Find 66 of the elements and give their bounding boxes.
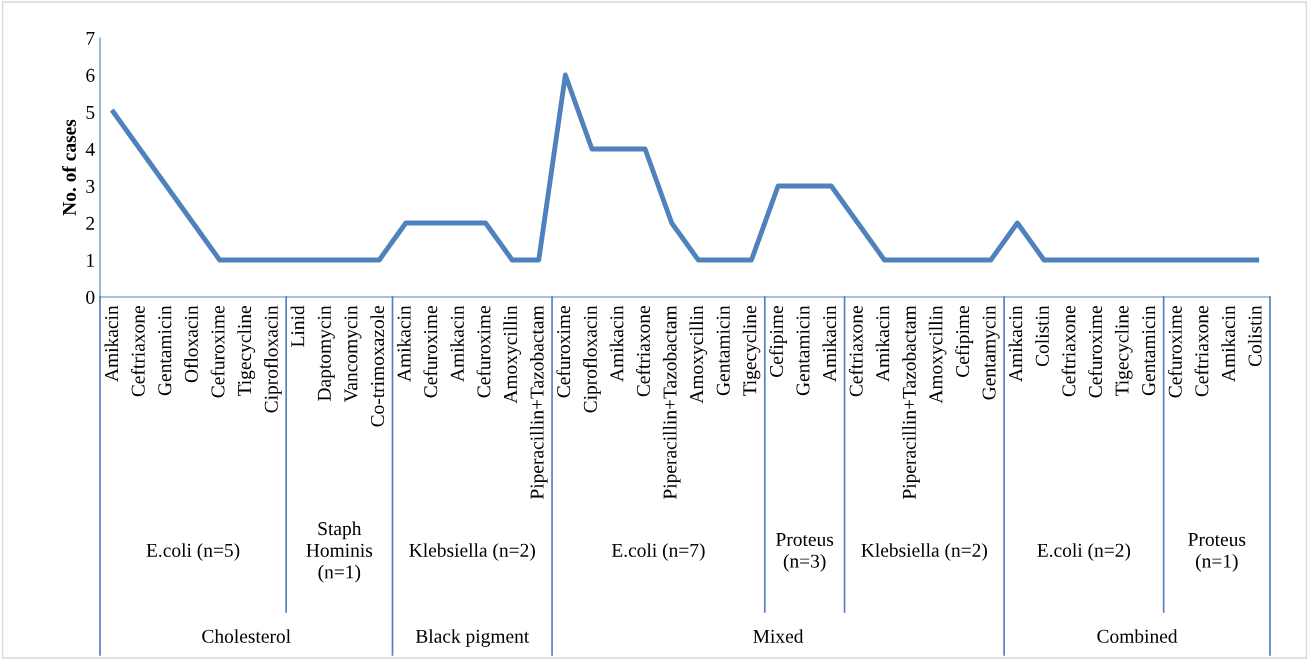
x-tick-label: Gentamicin [158, 305, 172, 396]
x-tick-label: Piperacillin+Tazobactam [902, 305, 920, 500]
x-tick-label: Cefuroxime [210, 306, 225, 398]
x-tick-label: Linid [290, 305, 305, 347]
text: Proteus (n=1) [1188, 533, 1246, 572]
x-tick-label: Gentamicin [1142, 305, 1156, 396]
x-tick-label: Piperacillin+Tazobactam [662, 305, 681, 500]
text: E.coli (n=5) [146, 543, 240, 561]
text: Black pigment [415, 629, 530, 647]
text: Klebsiella (n=2) [409, 543, 535, 561]
y-tick-label: 3 [86, 179, 95, 193]
text: Staph Hominis (n=1) [306, 521, 373, 583]
x-tick-label: Colistin [1247, 305, 1262, 367]
x-tick-label: Amikacin [875, 305, 890, 382]
x-tick-label: Amikacin [1008, 305, 1023, 382]
y-tick-label: 2 [86, 216, 95, 230]
x-tick-label: Amikacin [396, 305, 411, 382]
x-tick-label: Gentamicin [796, 305, 810, 396]
y-tick-label: 0 [86, 290, 95, 304]
x-tick-label: Ceftriaxone [848, 306, 863, 397]
text: E.coli (n=2) [1037, 543, 1131, 561]
x-tick-label: Amikacin [822, 305, 837, 382]
x-tick-label: Amikacin [104, 305, 119, 382]
x-tick-label: Amikacin [1221, 305, 1235, 382]
x-tick-label: Gentamicin [716, 305, 730, 396]
x-tick-label: Amikacin [450, 305, 464, 382]
text: E.coli (n=7) [611, 543, 705, 561]
x-tick-label: Amoxycillin [928, 305, 947, 404]
x-tick-label: Ceftriaxone [636, 306, 650, 397]
y-tick-label: 6 [86, 68, 95, 82]
text: Proteus (n=3) [776, 533, 834, 572]
x-tick-label: Cefuroxime [556, 306, 571, 398]
x-tick-label: Ceftriaxone [130, 306, 145, 397]
x-tick-label: Cefuroxime [423, 306, 438, 398]
x-tick-label: Amoxycillin [689, 305, 708, 404]
x-tick-label: Colistin [1035, 305, 1049, 367]
x-tick-label: Amoxycillin [503, 305, 521, 404]
x-tick-label: Ofloxacin [184, 305, 198, 383]
x-tick-label: Tigecycline [742, 306, 761, 397]
y-tick-label: 4 [85, 142, 95, 156]
x-tick-label: Ceftriaxone [1061, 306, 1076, 397]
y-axis-title: No. of cases [62, 119, 76, 216]
x-tick-label: Ciprofloxacin [583, 305, 601, 413]
x-tick-label: Cefuroxime [1167, 306, 1182, 398]
x-tick-label: Tigecycline [237, 306, 256, 397]
x-tick-label: Tigecycline [1114, 306, 1133, 397]
text: Klebsiella (n=2) [861, 543, 987, 561]
x-tick-label: Gentamycin [982, 305, 1000, 400]
x-tick-label: Cefuroxime [476, 306, 491, 398]
line-series [110, 72, 1260, 263]
x-tick-label: Daptomycin [317, 305, 335, 401]
x-tick-label: Ceftriaxone [1194, 306, 1209, 397]
y-tick-label: 5 [86, 106, 95, 119]
x-tick-label: Piperacillin+Tazobactam [529, 305, 548, 500]
text: Combined [1097, 629, 1178, 643]
x-tick-label: Amikacin [609, 305, 624, 382]
x-tick-label: Ciprofloxacin [263, 305, 282, 413]
text: Mixed [753, 629, 804, 643]
x-tick-label: Cefuroxime [1088, 306, 1103, 398]
x-tick-label: Cefipime [769, 306, 787, 377]
y-tick-label: 1 [87, 253, 94, 267]
y-tick-label: 7 [86, 32, 95, 45]
text: Cholesterol [202, 629, 291, 643]
x-tick-label: Vancomycin [344, 305, 362, 403]
x-tick-label: Cefipime [955, 306, 974, 377]
x-tick-label: Co-trimoxazole [370, 306, 385, 427]
